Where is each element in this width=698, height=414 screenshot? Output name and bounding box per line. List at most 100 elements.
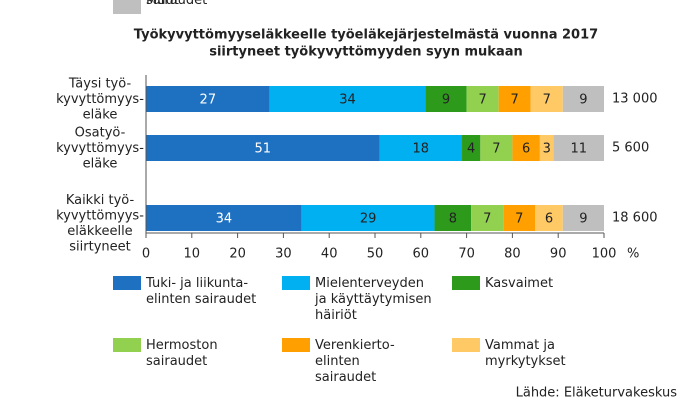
legend-label-line: sairaudet [315,370,376,385]
bar-segment [146,135,380,161]
legend-label-line: myrkytykset [485,354,566,369]
x-tick-label: 30 [275,247,292,262]
chart-title-line: siirtyneet työkyvyttömyyden syyn mukaan [209,44,523,59]
chart-title-line: Työkyvyttömyyseläkkeelle työeläkejärjest… [134,27,598,42]
legend-swatch [113,338,141,352]
legend-swatch [282,276,310,290]
y-tick-label: Kaikki työ-kyvyttömyys-eläkkeelle siirtyn… [56,192,144,254]
bar-segment [539,135,554,161]
legend-label-line: Verenkierto- [315,338,395,353]
y-tick-label-line: Osatyö- [75,125,126,140]
legend-label-line: sairaudet [146,354,207,369]
bar-segment [530,86,563,112]
legend-label: Muutsairaudet [146,0,207,8]
x-tick-label: 100 [592,247,617,262]
x-tick-label: 20 [229,247,246,262]
bar-segment [425,86,467,112]
data-label: 9 [442,93,450,108]
data-label: 7 [483,212,491,227]
legend-swatch [282,338,310,352]
legend-label: Tuki- ja liikunta-elinten sairaudet [145,276,256,307]
legend-label-line: Muut [146,0,179,8]
y-tick-label-line: kyvyttömyys- [56,141,144,156]
legend-label: Hermoston sairaudet [146,338,218,369]
legend-label-line: sairaudet [146,0,207,8]
x-tick-label: 90 [550,247,567,262]
bar-segment [535,205,563,231]
legend-label: Verenkierto-elinten sairaudet [315,338,395,385]
y-tick-label-line: Täysi työ- [68,76,132,91]
data-label: 18 [413,142,430,157]
total-label: 13 000 [612,92,658,107]
legend-swatch [452,276,480,290]
legend-swatch [113,276,141,290]
bar-segment [146,205,302,231]
data-label: 9 [579,212,587,227]
data-label: 34 [216,212,233,227]
bar-segment [498,86,531,112]
legend-label-line: elinten sairaudet [146,292,256,307]
y-tick-label-line: kyvyttömyys- [56,208,144,223]
x-tick-label: 60 [413,247,430,262]
y-tick-label-line: eläkkeelle [67,223,132,238]
legend-label-line: Mielenterveyden [315,276,424,291]
legend-label-line: Kasvaimet [485,276,553,291]
bar-segment [462,135,481,161]
data-label: 27 [200,93,217,108]
legend-label-line: elinten [315,354,360,369]
x-tick-label: 40 [321,247,338,262]
data-label: 7 [515,212,523,227]
x-unit: % [627,247,639,262]
bar-segment [503,205,536,231]
legend-label-line: Hermoston [146,338,218,353]
data-label: 7 [492,142,500,157]
total-label: 5 600 [612,141,649,156]
data-label: 8 [449,212,457,227]
legend-label-line: ja käyttäytymisen [314,292,432,307]
data-label: 9 [579,93,587,108]
bar-segment [553,135,604,161]
bar-segment [434,205,472,231]
legend-label-line: häiriöt [315,308,357,323]
data-label: 7 [511,93,519,108]
x-tick-label: 50 [367,247,384,262]
y-tick-label-line: kyvyttömyys- [56,92,144,107]
legend-label: Vammat ja myrkytykset [485,338,566,369]
bar-segment [480,135,513,161]
bar-segment [562,86,604,112]
bar-segment [562,205,604,231]
bar-segment [269,86,426,112]
bar-segment [471,205,504,231]
bar-segment [379,135,463,161]
bar-segment [466,86,499,112]
legend-label: Kasvaimet [485,276,553,291]
bar-segment [301,205,435,231]
source: Lähde: Eläketurvakeskus [516,386,678,401]
data-label: 3 [543,142,551,157]
legend-label-line: Tuki- ja liikunta- [145,276,248,291]
x-tick-label: 10 [184,247,201,262]
data-label: 7 [478,93,486,108]
y-tick-label: Osatyö-kyvyttömyys-eläke [56,125,144,171]
data-label: 51 [255,142,272,157]
data-label: 4 [467,142,475,157]
data-label: 11 [571,142,588,157]
chart-title: Työkyvyttömyyseläkkeelle työeläkejärjest… [134,27,598,59]
y-tick-label: Täysi työ-kyvyttömyys-eläke [56,76,144,122]
data-label: 6 [522,142,530,157]
bar-segment [146,86,270,112]
data-label: 6 [545,212,553,227]
x-tick-label: 80 [504,247,521,262]
legend-label: Mielenterveyden ja käyttäytymisen häiriöt [314,276,432,323]
y-tick-label-line: Kaikki työ- [66,192,135,207]
legend-swatch [113,0,141,14]
x-tick-label: 0 [142,247,150,262]
y-tick-label-line: eläke [83,107,118,122]
data-label: 29 [360,212,377,227]
bar-segment [512,135,540,161]
data-label: 34 [339,93,356,108]
legend-label-line: Vammat ja [485,338,555,353]
y-tick-label-line: eläke [83,156,118,171]
legend-swatch [452,338,480,352]
